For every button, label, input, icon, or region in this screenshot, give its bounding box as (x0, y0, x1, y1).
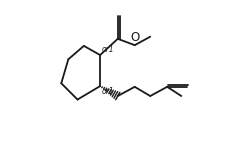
Text: or1: or1 (102, 45, 114, 54)
Text: or1: or1 (102, 87, 114, 96)
Text: O: O (130, 31, 139, 44)
